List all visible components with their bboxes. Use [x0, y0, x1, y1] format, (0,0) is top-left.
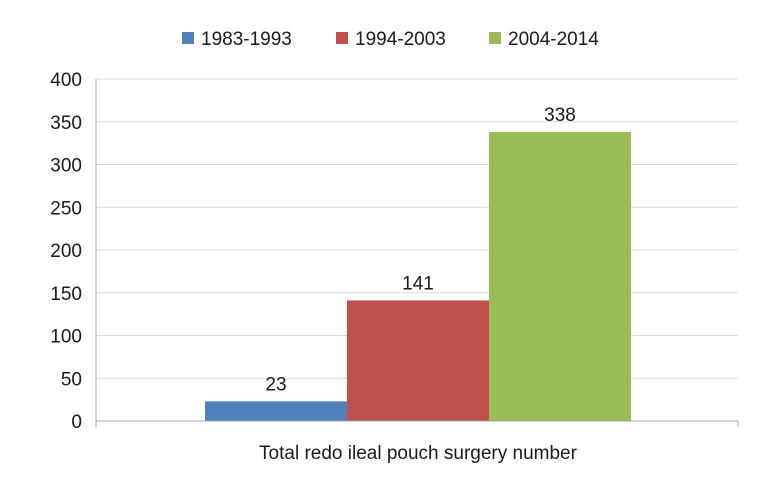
x-category-label: Total redo ileal pouch surgery number — [259, 443, 578, 464]
legend: 1983-1993 1994-2003 2004-2014 — [182, 29, 599, 50]
bars — [205, 132, 631, 421]
data-label: 338 — [544, 105, 576, 126]
data-label: 23 — [265, 374, 286, 395]
y-tick-label: 200 — [50, 241, 82, 262]
data-labels: 23 141 338 — [265, 105, 575, 395]
y-tick-label: 300 — [50, 156, 82, 177]
legend-swatch — [336, 32, 348, 44]
gridlines — [96, 78, 738, 379]
y-tick-label: 150 — [50, 284, 82, 305]
legend-item: 1983-1993 — [182, 29, 292, 50]
y-tick-label: 50 — [61, 369, 82, 390]
legend-swatch — [182, 32, 194, 44]
axes — [95, 79, 739, 427]
bar-1994-2003 — [347, 300, 489, 421]
legend-label: 1983-1993 — [201, 29, 292, 50]
legend-swatch — [489, 32, 501, 44]
y-tick-label: 100 — [50, 327, 82, 348]
bar-1983-1993 — [205, 401, 347, 421]
y-axis-ticks: 0 50 100 150 200 250 300 350 400 — [50, 70, 82, 433]
y-tick-label: 400 — [50, 70, 82, 91]
legend-item: 2004-2014 — [489, 29, 599, 50]
y-tick-label: 0 — [71, 412, 82, 433]
x-axis-categories: Total redo ileal pouch surgery number — [259, 443, 578, 464]
y-tick-label: 350 — [50, 113, 82, 134]
legend-label: 1994-2003 — [355, 29, 446, 50]
legend-label: 2004-2014 — [508, 29, 599, 50]
legend-item: 1994-2003 — [336, 29, 446, 50]
bar-2004-2014 — [489, 132, 631, 421]
data-label: 141 — [402, 273, 434, 294]
y-tick-label: 250 — [50, 198, 82, 219]
